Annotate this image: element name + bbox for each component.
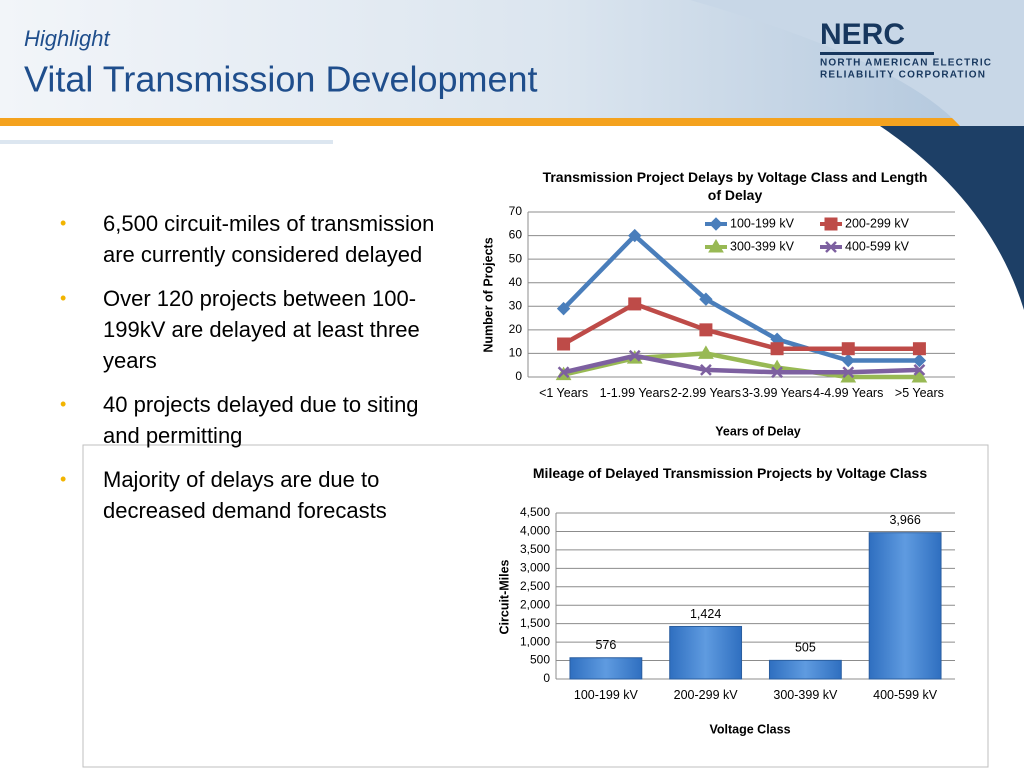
series-line bbox=[561, 232, 920, 363]
marker bbox=[557, 366, 570, 379]
legend-label: 400-599 kV bbox=[845, 239, 910, 253]
marker bbox=[557, 337, 571, 351]
data-label: 505 bbox=[795, 641, 816, 655]
navy-swoosh bbox=[880, 126, 1024, 310]
bullet-list: 6,500 circuit-miles of transmission are … bbox=[60, 208, 445, 539]
y-tick-label: 1,000 bbox=[520, 634, 550, 648]
chart-title: Transmission Project Delays by Voltage C… bbox=[542, 169, 928, 203]
series-line bbox=[563, 351, 920, 380]
series-line bbox=[563, 353, 920, 375]
y-tick-label: 4,000 bbox=[520, 524, 550, 538]
orange-rule bbox=[0, 118, 1024, 126]
y-tick-label: 60 bbox=[509, 228, 523, 242]
data-label: 576 bbox=[595, 638, 616, 652]
bullet: 6,500 circuit-miles of transmission are … bbox=[60, 208, 445, 270]
y-tick-label: 2,500 bbox=[520, 579, 550, 593]
bar bbox=[768, 659, 842, 680]
marker bbox=[628, 228, 642, 243]
marker bbox=[912, 342, 926, 356]
x-tick-label: 2-2.99 Years bbox=[670, 386, 741, 400]
bar bbox=[669, 625, 743, 680]
y-tick-label: 20 bbox=[509, 322, 523, 336]
bullet: 40 projects delayed due to siting and pe… bbox=[60, 389, 445, 451]
y-tick-label: 0 bbox=[515, 369, 522, 383]
x-axis-title: Voltage Class bbox=[709, 722, 790, 736]
bar bbox=[868, 532, 942, 680]
logo-name: NERC bbox=[820, 18, 905, 51]
marker bbox=[556, 301, 571, 316]
x-tick-label: 400-599 kV bbox=[873, 688, 938, 702]
y-tick-label: 10 bbox=[509, 346, 523, 360]
series-line bbox=[562, 301, 920, 351]
y-tick-label: 3,000 bbox=[520, 561, 550, 575]
marker bbox=[825, 241, 837, 253]
y-tick-label: 1,500 bbox=[520, 616, 550, 630]
marker bbox=[771, 366, 783, 379]
marker bbox=[698, 345, 714, 359]
y-tick-label: 40 bbox=[509, 275, 523, 289]
marker bbox=[628, 349, 641, 362]
x-tick-label: 3-3.99 Years bbox=[741, 386, 813, 400]
marker bbox=[841, 342, 855, 356]
logo-rule bbox=[820, 52, 934, 55]
marker bbox=[628, 297, 642, 311]
x-tick-label: 4-4.99 Years bbox=[813, 386, 884, 400]
y-tick-label: 500 bbox=[530, 653, 550, 667]
marker bbox=[708, 239, 724, 253]
marker bbox=[700, 364, 712, 376]
marker bbox=[841, 353, 855, 368]
header-title: Vital Transmission Development bbox=[24, 59, 538, 100]
data-label: 1,424 bbox=[690, 607, 721, 621]
marker bbox=[699, 323, 713, 337]
y-axis-title: Number of Projects bbox=[481, 237, 495, 352]
y-tick-label: 50 bbox=[509, 251, 523, 265]
marker bbox=[912, 353, 927, 368]
y-tick-label: 3,500 bbox=[520, 542, 550, 556]
marker bbox=[911, 369, 928, 383]
logo-line: NORTH AMERICAN ELECTRIC bbox=[820, 58, 992, 69]
x-tick-label: 300-399 kV bbox=[773, 688, 838, 702]
data-label: 3,966 bbox=[889, 513, 920, 527]
marker bbox=[709, 217, 723, 231]
chart-title: Mileage of Delayed Transmission Projects… bbox=[532, 465, 928, 481]
bar bbox=[569, 657, 643, 680]
x-tick-label: 200-299 kV bbox=[673, 688, 738, 702]
legend-label: 100-199 kV bbox=[730, 216, 795, 230]
logo-line: RELIABILITY CORPORATION bbox=[820, 70, 986, 81]
bullet: Over 120 projects between 100-199kV are … bbox=[60, 283, 445, 376]
marker bbox=[913, 364, 926, 376]
legend-label: 200-299 kV bbox=[845, 216, 910, 230]
bullet: Majority of delays are due to decreased … bbox=[60, 464, 445, 526]
marker bbox=[770, 342, 784, 356]
x-tick-label: <1 Years bbox=[539, 386, 589, 400]
y-tick-label: 0 bbox=[543, 671, 550, 685]
marker bbox=[842, 366, 855, 379]
y-tick-label: 70 bbox=[509, 204, 523, 218]
marker bbox=[699, 292, 713, 306]
header-underline bbox=[0, 140, 333, 144]
header-swoosh bbox=[690, 0, 1024, 126]
legend-label: 300-399 kV bbox=[730, 239, 795, 253]
header-kicker: Highlight bbox=[24, 26, 110, 51]
x-tick-label: 1-1.99 Years bbox=[599, 386, 670, 400]
y-tick-label: 2,000 bbox=[520, 597, 550, 611]
y-tick-label: 4,500 bbox=[520, 505, 550, 519]
x-tick-label: >5 Years bbox=[894, 386, 944, 400]
x-axis-title: Years of Delay bbox=[715, 424, 801, 438]
marker bbox=[824, 217, 838, 231]
y-axis-title: Circuit-Miles bbox=[497, 559, 511, 634]
y-tick-label: 30 bbox=[509, 298, 523, 312]
x-tick-label: 100-199 kV bbox=[573, 688, 638, 702]
